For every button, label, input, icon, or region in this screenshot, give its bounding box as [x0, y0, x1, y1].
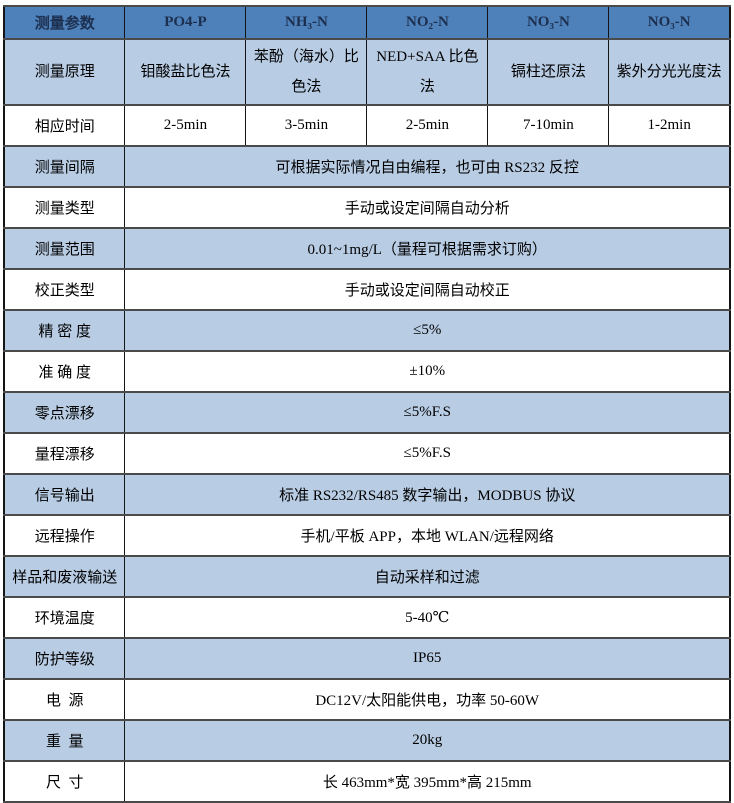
- spec-row-zero-drift: 零点漂移 ≤5%F.S: [3, 391, 731, 434]
- response-time-cell: 1-2min: [608, 104, 731, 147]
- spec-row-label: 校正类型: [3, 268, 126, 311]
- spec-row-value: 可根据实际情况自由编程，也可由 RS232 反控: [124, 145, 731, 188]
- spec-row-calibration-type: 校正类型 手动或设定间隔自动校正: [3, 268, 731, 311]
- spec-row-label: 远程操作: [3, 514, 126, 557]
- response-time-cell: 3-5min: [245, 104, 368, 147]
- response-time-cell: 2-5min: [124, 104, 247, 147]
- spec-row-label: 测量范围: [3, 227, 126, 270]
- param-col-header-nh3n: NH₃-N: [245, 5, 368, 40]
- spec-row-accuracy: 准 确 度 ±10%: [3, 350, 731, 393]
- param-header-label: 测量参数: [3, 5, 126, 40]
- spec-row-value: ≤5%F.S: [124, 432, 731, 475]
- spec-row-label: 电 源: [3, 678, 126, 721]
- spec-row-value: 标准 RS232/RS485 数字输出，MODBUS 协议: [124, 473, 731, 516]
- spec-row-label: 尺 寸: [3, 760, 126, 803]
- spec-row-measure-range: 测量范围 0.01~1mg/L（量程可根据需求订购）: [3, 227, 731, 270]
- spec-row-label: 重 量: [3, 719, 126, 762]
- spec-row-precision: 精 密 度 ≤5%: [3, 309, 731, 352]
- param-col-header-po4p: PO4-P: [124, 5, 247, 40]
- spec-row-measure-type: 测量类型 手动或设定间隔自动分析: [3, 186, 731, 229]
- spec-row-value: 手动或设定间隔自动分析: [124, 186, 731, 229]
- spec-row-dimensions: 尺 寸 长 463mm*宽 395mm*高 215mm: [3, 760, 731, 803]
- spec-row-value: 20kg: [124, 719, 731, 762]
- param-header-row: 测量参数 PO4-P NH₃-N NO₂-N NO₃-N NO₃-N: [3, 5, 731, 40]
- spec-row-signal-output: 信号输出 标准 RS232/RS485 数字输出，MODBUS 协议: [3, 473, 731, 516]
- param-col-header-no2n: NO₂-N: [366, 5, 489, 40]
- spec-row-value: ≤5%F.S: [124, 391, 731, 434]
- response-time-cell: 2-5min: [366, 104, 489, 147]
- spec-row-label: 测量间隔: [3, 145, 126, 188]
- response-time-cell: 7-10min: [487, 104, 610, 147]
- spec-row-label: 测量类型: [3, 186, 126, 229]
- spec-row-weight: 重 量 20kg: [3, 719, 731, 762]
- method-cell: 镉柱还原法: [487, 38, 610, 106]
- spec-row-value: 0.01~1mg/L（量程可根据需求订购）: [124, 227, 731, 270]
- spec-row-label: 精 密 度: [3, 309, 126, 352]
- spec-row-value: IP65: [124, 637, 731, 680]
- spec-row-value: 手机/平板 APP，本地 WLAN/远程网络: [124, 514, 731, 557]
- spec-row-value: ≤5%: [124, 309, 731, 352]
- spec-row-remote-operation: 远程操作 手机/平板 APP，本地 WLAN/远程网络: [3, 514, 731, 557]
- spec-row-label: 量程漂移: [3, 432, 126, 475]
- spec-row-ambient-temperature: 环境温度 5-40℃: [3, 596, 731, 639]
- method-cell: NED+SAA 比色法: [366, 38, 489, 106]
- spec-row-value: 自动采样和过滤: [124, 555, 731, 598]
- spec-row-label: 准 确 度: [3, 350, 126, 393]
- method-cell: 紫外分光光度法: [608, 38, 731, 106]
- spec-row-value: ±10%: [124, 350, 731, 393]
- spec-row-span-drift: 量程漂移 ≤5%F.S: [3, 432, 731, 475]
- method-cell: 钼酸盐比色法: [124, 38, 247, 106]
- spec-table: 测量参数 PO4-P NH₃-N NO₂-N NO₃-N NO₃-N 测量原理 …: [3, 5, 731, 803]
- spec-row-value: 手动或设定间隔自动校正: [124, 268, 731, 311]
- param-col-header-no3n-cd: NO₃-N: [487, 5, 610, 40]
- spec-row-label: 样品和废液输送: [3, 555, 126, 598]
- spec-row-label: 信号输出: [3, 473, 126, 516]
- spec-row-protection-rating: 防护等级 IP65: [3, 637, 731, 680]
- spec-row-label: 零点漂移: [3, 391, 126, 434]
- spec-row-value: 5-40℃: [124, 596, 731, 639]
- spec-row-measure-interval: 测量间隔 可根据实际情况自由编程，也可由 RS232 反控: [3, 145, 731, 188]
- spec-row-label: 环境温度: [3, 596, 126, 639]
- method-cell: 苯酚（海水）比色法: [245, 38, 368, 106]
- spec-row-power-supply: 电 源 DC12V/太阳能供电，功率 50-60W: [3, 678, 731, 721]
- method-row-label: 测量原理: [3, 38, 126, 106]
- param-col-header-no3n-uv: NO₃-N: [608, 5, 731, 40]
- method-row: 测量原理 钼酸盐比色法 苯酚（海水）比色法 NED+SAA 比色法 镉柱还原法 …: [3, 38, 731, 106]
- spec-row-sample-waste-transport: 样品和废液输送 自动采样和过滤: [3, 555, 731, 598]
- spec-row-label: 防护等级: [3, 637, 126, 680]
- spec-row-value: 长 463mm*宽 395mm*高 215mm: [124, 760, 731, 803]
- response-time-label: 相应时间: [3, 104, 126, 147]
- spec-row-value: DC12V/太阳能供电，功率 50-60W: [124, 678, 731, 721]
- response-time-row: 相应时间 2-5min 3-5min 2-5min 7-10min 1-2min: [3, 104, 731, 147]
